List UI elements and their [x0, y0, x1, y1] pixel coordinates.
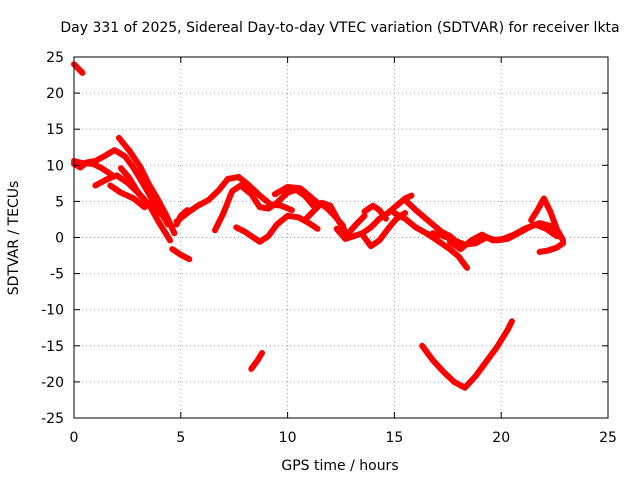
- series-arc-3: [71, 158, 116, 179]
- y-tick-label: -5: [50, 267, 64, 283]
- y-tick-label: 5: [55, 194, 64, 210]
- series-arc-13: [248, 350, 265, 372]
- series-arc-16: [333, 192, 415, 242]
- series-arc-1: [71, 61, 86, 76]
- series-arc-20: [391, 210, 470, 271]
- y-tick-label: 10: [46, 158, 64, 174]
- x-tick-label: 0: [70, 430, 79, 446]
- series-arc-15: [301, 199, 368, 238]
- x-tick-label: 15: [385, 430, 403, 446]
- y-tick-label: -15: [41, 339, 64, 355]
- data-series: [71, 61, 567, 391]
- y-tick-label: 15: [46, 122, 64, 138]
- y-tick-label: 20: [46, 86, 64, 102]
- y-axis-label: SDTVAR / TECUs: [6, 181, 22, 296]
- x-tick-label: 25: [599, 430, 617, 446]
- series-arc-25: [536, 240, 567, 255]
- axis-ticks: 0 5 10 15 20 25 -25 -20 -15 -10 -5 0 5 10 15 20 25: [41, 50, 617, 446]
- series-arc-7: [107, 182, 148, 211]
- series-arc-24: [528, 195, 567, 244]
- x-tick-label: 10: [279, 430, 297, 446]
- x-axis-label: GPS time / hours: [281, 458, 398, 474]
- chart-title: Day 331 of 2025, Sidereal Day-to-day VTE…: [60, 20, 619, 36]
- y-tick-label: -25: [41, 411, 64, 427]
- x-tick-label: 20: [492, 430, 510, 446]
- y-tick-label: -20: [41, 375, 64, 391]
- y-tick-label: 25: [46, 50, 64, 66]
- series-arc-18: [361, 202, 389, 222]
- series-arc-8: [169, 246, 193, 263]
- series-arc-23: [429, 220, 564, 248]
- series-arc-6: [118, 165, 161, 218]
- y-tick-label: -10: [41, 303, 64, 319]
- x-tick-label: 5: [176, 430, 185, 446]
- grid-lines: [74, 57, 608, 418]
- y-tick-label: 0: [55, 231, 64, 247]
- series-arc-21: [419, 318, 515, 391]
- series-arc-5: [115, 134, 178, 237]
